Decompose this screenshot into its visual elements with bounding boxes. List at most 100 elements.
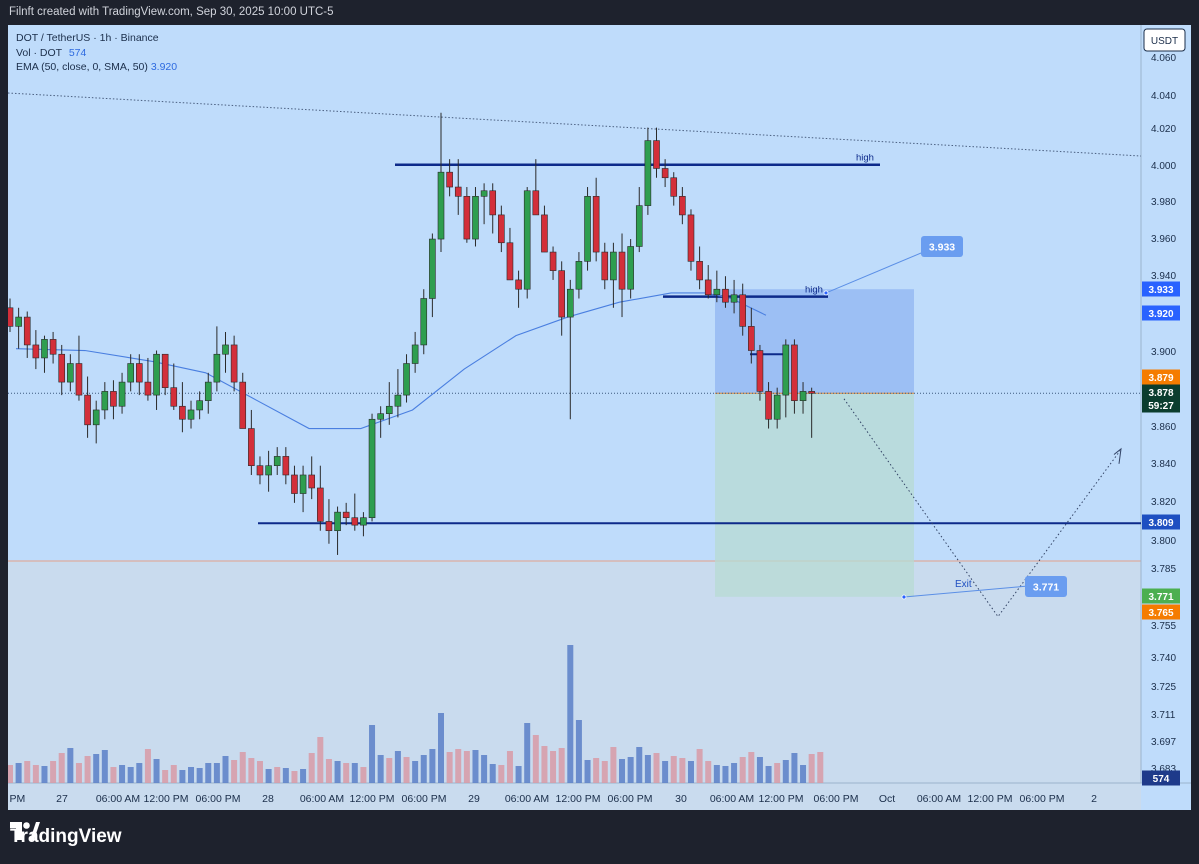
candle-body [454, 186, 462, 197]
volume-bar [653, 753, 660, 783]
annotations[interactable]: high high Exit 3.933 3.771 [805, 153, 1067, 597]
time-tick-label: 06:00 PM [402, 793, 447, 805]
candle-body [127, 363, 134, 383]
price-tick-label: 3.725 [1151, 682, 1176, 693]
time-tick-label: 12:00 PM [556, 793, 601, 805]
price-label-text: 3.771 [1148, 592, 1173, 603]
price-label-badge [1142, 384, 1180, 400]
volume-bar [817, 752, 824, 783]
currency-button[interactable] [1143, 28, 1186, 52]
price-label-badge [1142, 770, 1180, 786]
volume-bar [619, 759, 626, 783]
volume-bar [24, 761, 31, 783]
candle-body [377, 413, 384, 420]
price-tick-label: 3.960 [1151, 234, 1176, 245]
time-axis[interactable]: 0 PM 27 06:00 AM 12:00 PM 06:00 PM 28 06:00 AM… [8, 793, 1097, 805]
footer-branding: TradingView [10, 822, 122, 852]
high-label: high [805, 285, 823, 296]
time-tick-label: 06:00 PM [814, 793, 859, 805]
ema-line [15, 292, 767, 430]
volume-bar [170, 765, 177, 783]
trendline[interactable] [8, 92, 1142, 157]
volume-bar [205, 763, 212, 783]
candle-body [515, 279, 522, 290]
projection-path[interactable] [843, 398, 1121, 618]
volume-bar [291, 771, 298, 783]
candle-body [575, 261, 583, 290]
volume-bar [420, 755, 427, 783]
price-tick-label: 3.785 [1151, 564, 1176, 575]
legend-volume-label: Vol · DOT [16, 46, 62, 59]
volume-bar [274, 767, 281, 783]
volume-bar [144, 749, 151, 783]
volume-bar [800, 765, 807, 783]
candle-body [256, 465, 264, 476]
volume-bar [351, 763, 358, 783]
time-tick-label: 0 PM [8, 793, 25, 805]
price-axis[interactable]: 4.060 4.040 4.020 4.000 3.980 3.960 3.940 3.920… [1142, 28, 1186, 786]
candle-body [58, 353, 66, 383]
volume-bar [15, 763, 22, 783]
volume-bar [593, 758, 600, 783]
volume-bar [610, 747, 617, 783]
callout-box[interactable] [1025, 576, 1067, 597]
candle-body [204, 381, 212, 401]
candle-body [679, 196, 686, 216]
candle-body [748, 326, 755, 351]
price-label-badge [1142, 397, 1180, 413]
price-label-badge [1142, 369, 1180, 385]
volume-bar [110, 767, 117, 783]
price-tick-label: 3.697 [1151, 737, 1176, 748]
volume-bar [782, 760, 789, 783]
volume-bar [386, 758, 393, 783]
projection-arrow [1113, 447, 1122, 464]
candle-body [541, 214, 548, 253]
volume-bar [93, 754, 100, 783]
candle-body [265, 465, 272, 476]
time-tick-label: 30 [675, 793, 687, 805]
currency-label: USDT [1151, 36, 1178, 47]
volume-bar [256, 761, 263, 783]
volume-bar [506, 751, 513, 783]
volume-bar [472, 750, 479, 783]
candle-body [670, 177, 678, 197]
candlesticks [8, 112, 815, 555]
volume-bar [636, 747, 643, 783]
volume-bar [558, 748, 565, 783]
candle-body [730, 294, 738, 303]
legend-symbol: DOT / TetherUS · 1h · Binance [16, 32, 159, 44]
candle-body [713, 288, 721, 296]
exit-label: Exit [955, 579, 972, 590]
candle-body [549, 251, 557, 271]
volume-bar [524, 723, 531, 783]
volume-bar [687, 761, 694, 783]
callout-box[interactable] [921, 236, 963, 257]
price-tick-label: 3.711 [1151, 710, 1176, 721]
volume-bar [308, 753, 315, 783]
legend-volume: Vol · DOT 574 [16, 46, 177, 61]
volume-bar [791, 753, 798, 783]
volume-bar [119, 765, 126, 783]
chart-legend: DOT / TetherUS · 1h · Binance Vol · DOT … [16, 31, 177, 75]
volume-bar [498, 765, 505, 783]
candle-body [308, 474, 316, 489]
candle-body [187, 409, 195, 420]
price-tick-label: 4.060 [1151, 53, 1176, 64]
volume-bar [213, 763, 220, 783]
candle-body [351, 517, 359, 526]
price-tick-label: 3.900 [1151, 347, 1176, 358]
price-tick-label: 4.040 [1151, 91, 1176, 102]
time-tick-label: 06:00 AM [917, 793, 961, 805]
volume-bar [748, 752, 755, 783]
candle-body [756, 350, 764, 392]
chart-panel[interactable]: high high Exit 3.933 3.771 4.060 4.040 4.020 4.… [8, 25, 1191, 810]
time-tick-label: 12:00 PM [759, 793, 804, 805]
high-label: high [856, 153, 874, 164]
candle-body [8, 307, 14, 327]
drawing-lines[interactable] [8, 92, 1142, 618]
volume-bar [481, 755, 488, 783]
ema-path [15, 292, 767, 430]
volume-bar [541, 746, 548, 783]
volume-bar [32, 765, 39, 783]
